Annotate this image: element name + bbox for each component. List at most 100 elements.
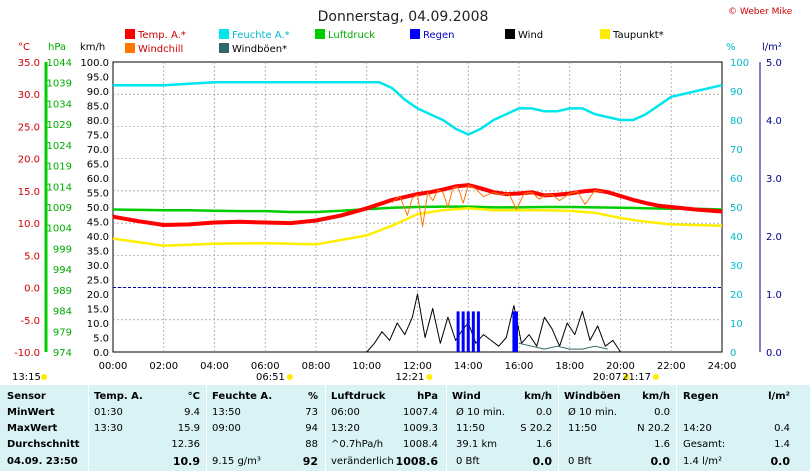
header-press-unit: hPa [417, 391, 438, 402]
header-sensor: Sensor [7, 391, 46, 402]
wind-value: S 20.2 [520, 423, 552, 434]
x-tick-label: 24:00 [708, 361, 737, 372]
rain-value: 0.4 [774, 423, 790, 434]
legend-label: Windchill [138, 44, 183, 55]
press-tick-label: 1019 [47, 162, 72, 173]
rain-sub: 14:20 [683, 423, 712, 434]
rain-tick-label: 5.0 [766, 58, 782, 69]
wind-tick-label: 40.0 [87, 232, 109, 243]
press-tick-label: 999 [53, 244, 72, 255]
series-line [112, 183, 723, 227]
press-tick-label: 994 [53, 265, 72, 276]
rain-sub: Gesamt: [683, 439, 726, 450]
header-gust-unit: km/h [642, 391, 670, 402]
header-hum: Feuchte A. [212, 391, 273, 402]
wind-sub: 39.1 km [456, 439, 497, 450]
hum-tick-label: 30 [730, 261, 743, 272]
rain-bar [514, 311, 518, 352]
legend-swatch [125, 43, 135, 53]
x-tick-label: 18:00 [555, 361, 584, 372]
series-line [518, 342, 608, 350]
legend-swatch [125, 29, 135, 39]
wind-tick-label: 100.0 [80, 58, 109, 69]
temp-tick-label: 20.0 [18, 155, 40, 166]
rain-tick-label: 0.0 [766, 348, 782, 359]
press-value: 1008.4 [403, 439, 438, 450]
gust-value: 0.0 [654, 407, 670, 418]
series-line [112, 207, 723, 247]
rain-bar [512, 311, 516, 352]
rain-tick-label: 3.0 [766, 174, 782, 185]
temp-value: 9.4 [184, 407, 200, 418]
legend-label: Temp. A.* [137, 30, 186, 41]
x-tick-label: 00:00 [99, 361, 128, 372]
press-tick-label: 1014 [47, 182, 72, 193]
wind-value: 1.6 [536, 439, 552, 450]
x-tick-label: 10:00 [352, 361, 381, 372]
sun-marker-icon [623, 374, 630, 380]
row-label: MinWert [7, 407, 55, 418]
hum-value: 88 [305, 439, 318, 450]
hum-tick-label: 50 [730, 203, 743, 214]
wind-tick-label: 35.0 [87, 247, 109, 258]
header-wind: Wind [452, 391, 481, 402]
row-label: Durchschnitt [7, 439, 80, 450]
sun-marker-label: 21:17 [622, 372, 651, 383]
rain-tick-label: 1.0 [766, 290, 782, 301]
rain-value: 0.0 [770, 455, 791, 468]
x-tick-label: 02:00 [149, 361, 178, 372]
temp-sub: 13:30 [94, 423, 123, 434]
gust-sub: 0 Bft [568, 456, 592, 467]
wind-tick-label: 50.0 [87, 203, 109, 214]
sun-marker-icon [41, 374, 47, 380]
legend-label: Windböen* [232, 44, 287, 55]
press-value: 1009.3 [403, 423, 438, 434]
column-divider [88, 385, 89, 471]
x-tick-label: 22:00 [657, 361, 686, 372]
legend-label: Taupunkt* [612, 30, 664, 41]
temp-tick-label: 5.0 [24, 251, 40, 262]
chart-title: Donnerstag, 04.09.2008 [318, 9, 489, 25]
wind-sub: 11:50 [456, 423, 485, 434]
gust-value: N 20.2 [637, 423, 670, 434]
x-tick-label: 08:00 [302, 361, 331, 372]
press-sub: 06:00 [331, 407, 360, 418]
header-wind-unit: km/h [524, 391, 552, 402]
rain-bar [466, 311, 470, 352]
rain-value: 1.4 [774, 439, 790, 450]
wind-tick-label: 25.0 [87, 276, 109, 287]
series-line [391, 184, 603, 227]
press-sub: 13:20 [331, 423, 360, 434]
gust-sub: Ø 10 min. [568, 407, 617, 418]
plot-area: 35.0 30.0 25.0 20.0 15.0 10.0 5.0 0.0 -5.0 -10.0 1… [12, 58, 782, 383]
hum-tick-label: 10 [730, 319, 743, 330]
temp-tick-label: 10.0 [18, 219, 40, 230]
sun-marker-icon [426, 374, 433, 380]
hum-sub: 09:00 [212, 423, 241, 434]
press-tick-label: 1009 [47, 203, 72, 214]
temp-sub: 01:30 [94, 407, 123, 418]
hum-value: 73 [305, 407, 318, 418]
sun-marker-label: 06:51 [256, 372, 285, 383]
temp-value: 10.9 [172, 455, 200, 468]
wind-tick-label: 70.0 [87, 145, 109, 156]
sun-marker-icon [652, 374, 659, 380]
temp-tick-label: 30.0 [18, 90, 40, 101]
legend: Temp. A.* Feuchte A.* Luftdruck Regen Wind Ta… [125, 29, 664, 55]
legend-swatch [219, 43, 229, 53]
press-tick-label: 1039 [47, 79, 72, 90]
rain-bar [476, 311, 480, 352]
press-value: 1008.6 [395, 455, 438, 468]
wind-unit-label: km/h [80, 42, 105, 53]
column-divider [206, 385, 207, 471]
x-tick-label: 06:00 [251, 361, 280, 372]
legend-label: Luftdruck [328, 30, 375, 41]
press-tick-label: 984 [53, 307, 72, 318]
credit-text: © Weber Mike [728, 7, 793, 17]
wind-tick-label: 45.0 [87, 218, 109, 229]
rain-tick-label: 4.0 [766, 116, 782, 127]
press-tick-label: 974 [53, 348, 72, 359]
weather-chart: Donnerstag, 04.09.2008 © Weber Mike Temp… [12, 7, 793, 383]
series-line [113, 81, 723, 136]
temp-value: 15.9 [177, 423, 200, 434]
